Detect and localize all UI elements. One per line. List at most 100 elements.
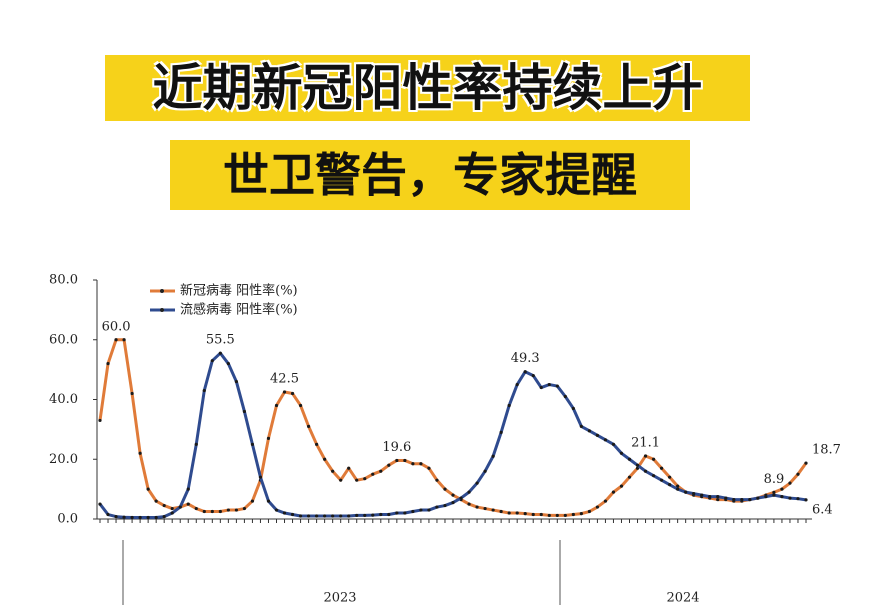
subtitle-banner: 世卫警告，专家提醒 bbox=[170, 140, 690, 210]
data-point bbox=[724, 496, 728, 500]
data-point bbox=[427, 508, 431, 512]
data-point bbox=[250, 499, 255, 503]
data-point bbox=[306, 424, 311, 428]
data-point bbox=[684, 490, 688, 494]
data-point bbox=[130, 391, 134, 396]
data-point bbox=[154, 515, 158, 520]
data-point bbox=[371, 513, 375, 517]
data-point bbox=[266, 499, 271, 503]
data-point bbox=[780, 487, 784, 491]
data-point bbox=[788, 481, 792, 485]
data-point bbox=[323, 514, 327, 518]
data-point bbox=[547, 513, 551, 518]
value-label: 42.5 bbox=[270, 372, 299, 387]
data-point bbox=[804, 498, 808, 502]
data-point bbox=[210, 359, 214, 363]
value-label: 18.7 bbox=[812, 443, 841, 458]
data-point bbox=[595, 433, 600, 437]
data-point bbox=[788, 496, 792, 500]
data-point bbox=[298, 403, 303, 408]
data-point bbox=[531, 512, 535, 517]
data-point bbox=[194, 506, 198, 511]
data-point bbox=[499, 509, 503, 514]
data-point bbox=[379, 512, 383, 517]
data-point bbox=[226, 362, 230, 366]
year-label: 2023 bbox=[323, 591, 356, 606]
data-point bbox=[290, 391, 295, 396]
data-point bbox=[716, 497, 720, 502]
data-point bbox=[122, 515, 126, 519]
title-banner: 近期新冠阳性率持续上升 bbox=[105, 55, 750, 121]
data-point bbox=[363, 477, 367, 481]
data-point bbox=[339, 478, 343, 482]
value-label: 55.5 bbox=[206, 333, 235, 348]
data-point bbox=[475, 505, 479, 509]
data-point bbox=[579, 512, 583, 516]
data-point bbox=[651, 457, 656, 461]
data-point bbox=[387, 512, 391, 517]
data-point bbox=[475, 481, 479, 485]
data-point bbox=[451, 493, 455, 497]
series-line bbox=[98, 338, 808, 517]
data-point bbox=[186, 502, 190, 506]
data-point bbox=[339, 514, 343, 518]
data-point bbox=[282, 511, 287, 515]
data-point bbox=[748, 497, 752, 502]
data-point bbox=[387, 463, 391, 467]
data-point bbox=[331, 469, 335, 473]
data-point bbox=[218, 509, 222, 514]
data-point bbox=[371, 472, 375, 476]
data-point bbox=[315, 514, 319, 518]
year-label: 2024 bbox=[666, 591, 699, 606]
data-point bbox=[692, 492, 696, 496]
data-point bbox=[651, 474, 656, 478]
data-point bbox=[555, 513, 559, 518]
data-point bbox=[403, 458, 407, 463]
data-point bbox=[347, 514, 351, 518]
data-point bbox=[234, 379, 238, 384]
data-point bbox=[411, 462, 415, 466]
data-point bbox=[114, 338, 118, 342]
data-point bbox=[411, 509, 415, 514]
data-point bbox=[218, 351, 222, 355]
data-point bbox=[266, 436, 271, 440]
y-tick-label: 60.0 bbox=[49, 332, 78, 347]
data-point bbox=[539, 385, 543, 390]
data-point bbox=[178, 505, 182, 509]
data-point bbox=[716, 494, 720, 499]
data-point bbox=[491, 508, 495, 512]
data-point bbox=[483, 469, 487, 473]
data-point bbox=[676, 484, 680, 488]
data-point bbox=[796, 497, 800, 501]
legend-label: 新冠病毒 阳性率(%) bbox=[180, 283, 298, 299]
data-point bbox=[668, 475, 672, 479]
data-point bbox=[114, 515, 118, 519]
data-point bbox=[435, 478, 439, 482]
data-point bbox=[130, 515, 134, 520]
data-point bbox=[804, 461, 808, 465]
data-point bbox=[740, 497, 744, 502]
data-point bbox=[234, 508, 238, 512]
value-label: 19.6 bbox=[382, 440, 411, 455]
data-point bbox=[419, 462, 423, 466]
data-point bbox=[515, 382, 519, 387]
data-point bbox=[274, 508, 279, 512]
data-point bbox=[595, 505, 600, 509]
data-point bbox=[443, 503, 447, 508]
data-point bbox=[619, 484, 624, 488]
data-point bbox=[98, 502, 102, 506]
value-label: 8.9 bbox=[764, 472, 785, 487]
legend-label: 流感病毒 阳性率(%) bbox=[180, 302, 298, 318]
data-point bbox=[708, 494, 712, 499]
value-label: 49.3 bbox=[511, 351, 540, 366]
data-point bbox=[659, 466, 664, 470]
data-point bbox=[507, 403, 511, 408]
data-point bbox=[162, 503, 166, 508]
data-point bbox=[290, 512, 295, 517]
data-point bbox=[643, 469, 648, 473]
legend-marker bbox=[160, 289, 164, 293]
data-point bbox=[395, 511, 399, 515]
data-point bbox=[146, 487, 150, 491]
